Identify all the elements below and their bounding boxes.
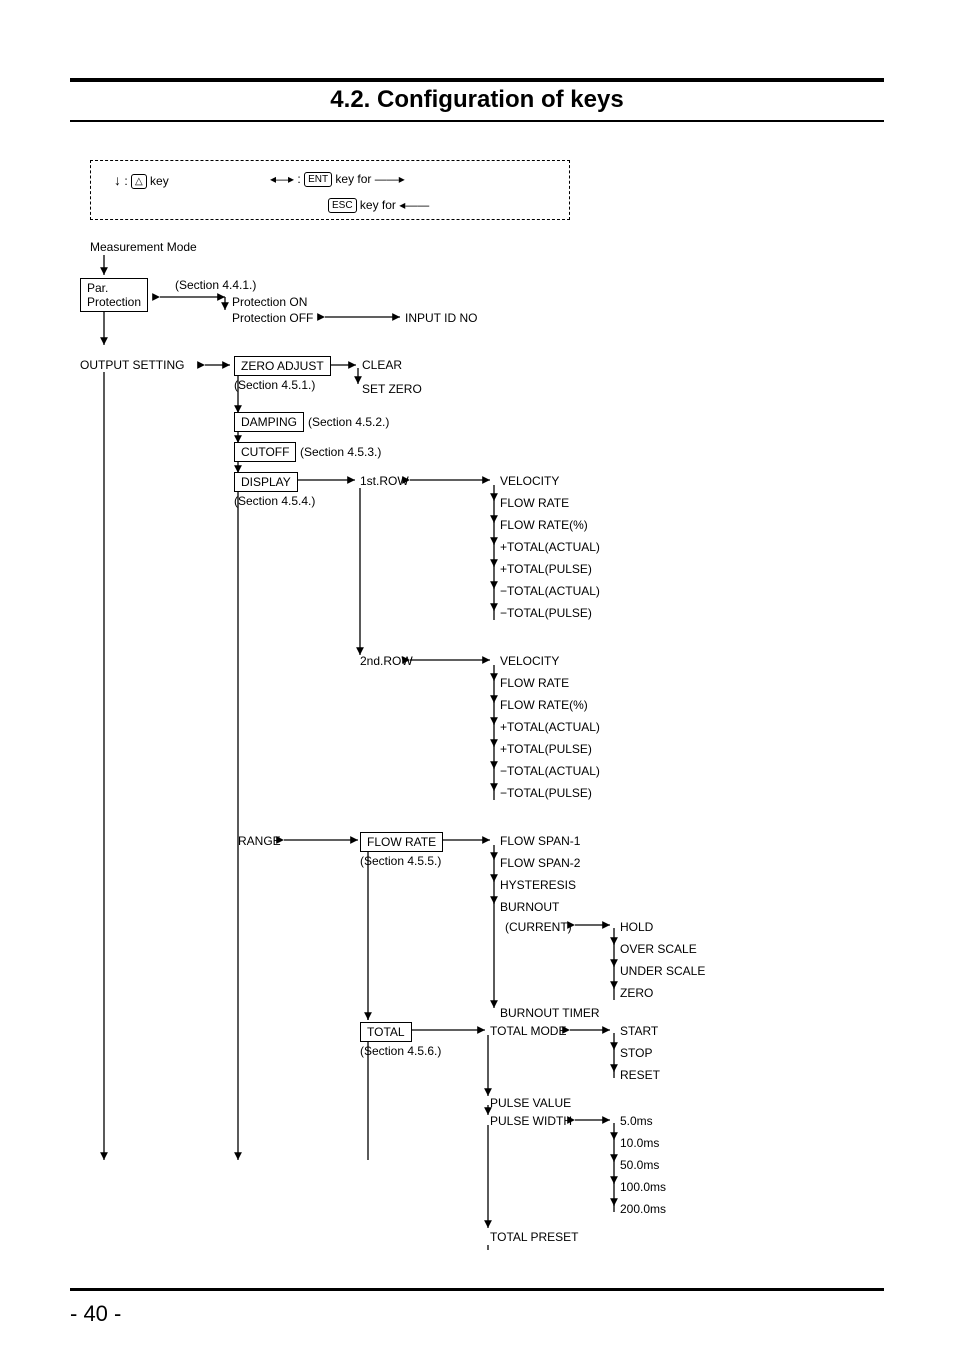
set-zero: SET ZERO (362, 382, 422, 396)
esc-icon: ESC (328, 198, 357, 213)
rule-bot (70, 120, 884, 122)
row2-opt-2: FLOW RATE(%) (500, 698, 588, 712)
flow-rate-box: FLOW RATE (360, 832, 443, 852)
row1-opt-6: −TOTAL(PULSE) (500, 606, 592, 620)
row1-opt-1: FLOW RATE (500, 496, 569, 510)
diagram: ↓ : △ key ◂—▸ : ENT key for ——▸ ESC key … (70, 150, 884, 1250)
damping-box: DAMPING (234, 412, 304, 432)
pw-opt-3: 100.0ms (620, 1180, 666, 1194)
clear: CLEAR (362, 358, 402, 372)
row2-opt-0: VELOCITY (500, 654, 559, 668)
pulse-value: PULSE VALUE (490, 1096, 571, 1110)
row1-opt-2: FLOW RATE(%) (500, 518, 588, 532)
row2: 2nd.ROW (360, 654, 413, 668)
section-452: (Section 4.5.2.) (308, 415, 389, 429)
burnout-timer: BURNOUT TIMER (500, 1006, 600, 1020)
pw-opt-4: 200.0ms (620, 1202, 666, 1216)
row2-opt-5: −TOTAL(ACTUAL) (500, 764, 600, 778)
display-box: DISPLAY (234, 472, 298, 492)
fr-opt-3: BURNOUT (500, 900, 559, 914)
page-title: 4.2. Configuration of keys (0, 86, 954, 114)
row1-opt-0: VELOCITY (500, 474, 559, 488)
row2-opt-4: +TOTAL(PULSE) (500, 742, 592, 756)
measurement-mode: Measurement Mode (90, 240, 197, 254)
section-455: (Section 4.5.5.) (360, 854, 441, 868)
tm-opt-1: STOP (620, 1046, 652, 1060)
fr-opt-1: FLOW SPAN-2 (500, 856, 580, 870)
triangle-icon: △ (131, 174, 147, 189)
ent-icon: ENT (304, 172, 332, 187)
row1: 1st.ROW (360, 474, 409, 488)
pw-opt-2: 50.0ms (620, 1158, 659, 1172)
pw-opt-1: 10.0ms (620, 1136, 659, 1150)
section-441: (Section 4.4.1.) (175, 278, 256, 292)
row2-opt-6: −TOTAL(PULSE) (500, 786, 592, 800)
fr-opt-0: FLOW SPAN-1 (500, 834, 580, 848)
bo-opt-2: UNDER SCALE (620, 964, 705, 978)
output-setting: OUTPUT SETTING (80, 358, 184, 372)
row1-opt-3: +TOTAL(ACTUAL) (500, 540, 600, 554)
section-451: (Section 4.5.1.) (234, 378, 315, 392)
total-box: TOTAL (360, 1022, 412, 1042)
section-453: (Section 4.5.3.) (300, 445, 381, 459)
bo-opt-1: OVER SCALE (620, 942, 697, 956)
protection-on: Protection ON (232, 295, 307, 309)
protection-off: Protection OFF (232, 311, 313, 325)
pulse-width: PULSE WIDTH (490, 1114, 572, 1128)
row2-opt-1: FLOW RATE (500, 676, 569, 690)
legend-ent: ◂—▸ : ENT key for ——▸ (270, 172, 405, 187)
pw-opt-0: 5.0ms (620, 1114, 653, 1128)
bo-opt-3: ZERO (620, 986, 653, 1000)
page-number: - 40 - (70, 1301, 121, 1327)
row2-opt-3: +TOTAL(ACTUAL) (500, 720, 600, 734)
tm-opt-0: START (620, 1024, 658, 1038)
rule-bottom (70, 1288, 884, 1291)
page: 4.2. Configuration of keys ↓ : △ key ◂—▸… (0, 0, 954, 1351)
legend-esc: ESC key for ◂—— (328, 198, 429, 213)
input-id-no: INPUT ID NO (405, 311, 477, 325)
range: RANGE (238, 834, 281, 848)
section-456: (Section 4.5.6.) (360, 1044, 441, 1058)
par-protection-box: Par. Protection (80, 278, 148, 312)
current: (CURRENT) (505, 920, 572, 934)
zero-adjust-box: ZERO ADJUST (234, 356, 331, 376)
legend-down: ↓ : △ key (114, 172, 169, 189)
cutoff-box: CUTOFF (234, 442, 296, 462)
row1-opt-5: −TOTAL(ACTUAL) (500, 584, 600, 598)
total-mode: TOTAL MODE (490, 1024, 566, 1038)
rule-top (70, 78, 884, 82)
row1-opt-4: +TOTAL(PULSE) (500, 562, 592, 576)
section-454: (Section 4.5.4.) (234, 494, 315, 508)
tm-opt-2: RESET (620, 1068, 660, 1082)
fr-opt-2: HYSTERESIS (500, 878, 576, 892)
total-preset: TOTAL PRESET (490, 1230, 578, 1244)
bo-opt-0: HOLD (620, 920, 653, 934)
